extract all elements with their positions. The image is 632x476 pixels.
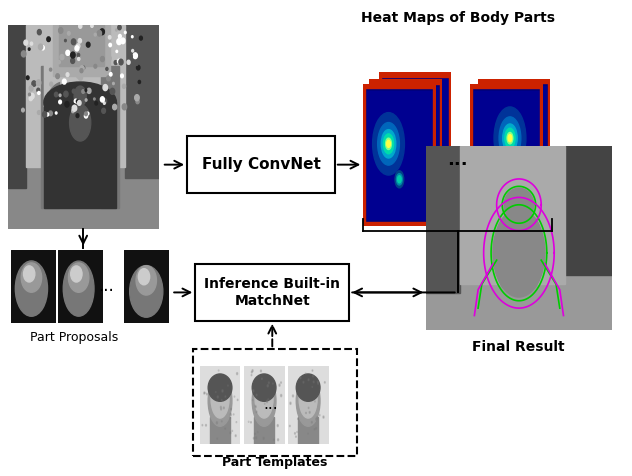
Text: Inference Built-in
MatchNet: Inference Built-in MatchNet [204,278,340,307]
Text: Part Proposals: Part Proposals [30,331,118,344]
Text: Part Templates: Part Templates [222,456,328,469]
Text: Fully ConvNet: Fully ConvNet [202,157,320,172]
Bar [193,349,357,456]
Text: Heat Maps of Body Parts: Heat Maps of Body Parts [361,11,554,25]
Text: ...: ... [447,151,468,169]
Bar [187,136,335,193]
Bar [195,264,349,321]
Text: ...: ... [99,277,114,295]
Text: Final Result: Final Result [472,340,565,354]
Text: ...: ... [264,397,278,412]
